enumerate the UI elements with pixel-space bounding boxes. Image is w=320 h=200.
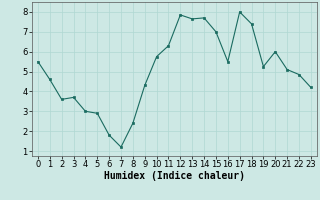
X-axis label: Humidex (Indice chaleur): Humidex (Indice chaleur): [104, 171, 245, 181]
